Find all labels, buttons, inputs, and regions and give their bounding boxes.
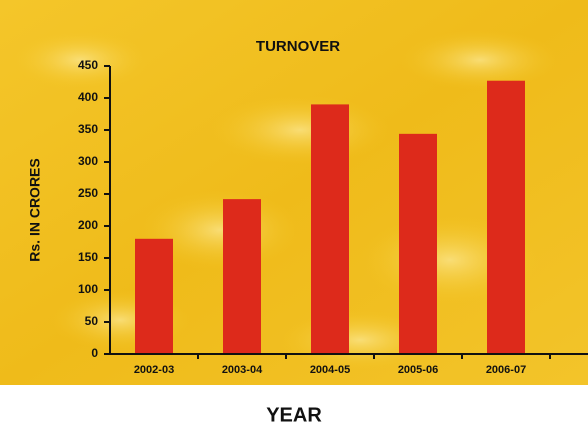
x-tick-label: 2004-05 xyxy=(310,364,350,376)
bar xyxy=(223,199,261,354)
x-tick-label: 2006-07 xyxy=(486,364,526,376)
y-tick-label: 250 xyxy=(78,186,98,200)
bar xyxy=(311,104,349,355)
y-tick-label: 200 xyxy=(78,218,98,232)
y-tick-label: 400 xyxy=(78,90,98,104)
bar xyxy=(399,133,437,354)
x-tick-label: 2003-04 xyxy=(222,364,263,376)
bar xyxy=(135,238,173,354)
y-tick-label: 300 xyxy=(78,154,98,168)
x-axis-label: YEAR xyxy=(266,404,322,426)
x-tick-label: 2005-06 xyxy=(398,364,438,376)
y-tick-label: 0 xyxy=(91,346,98,360)
bar xyxy=(487,80,525,354)
y-tick-label: 450 xyxy=(78,58,98,72)
x-tick-label: 2002-03 xyxy=(134,364,174,376)
y-tick-label: 350 xyxy=(78,122,98,136)
y-tick-label: 50 xyxy=(85,314,99,328)
y-tick-label: 100 xyxy=(78,282,98,296)
y-tick-label: 150 xyxy=(78,250,98,264)
y-axis-label: Rs. IN CRORES xyxy=(27,158,43,261)
chart-title: TURNOVER xyxy=(256,38,340,55)
